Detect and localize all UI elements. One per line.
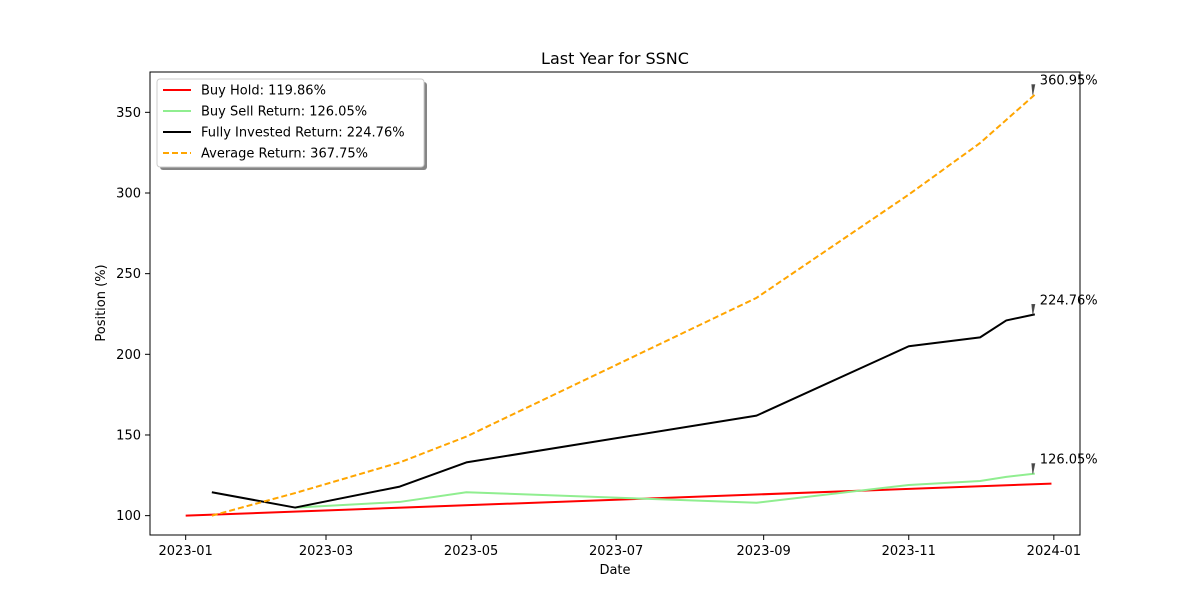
x-tick-label: 2023-09 — [736, 544, 790, 559]
legend-label: Buy Hold: 119.86% — [201, 84, 326, 99]
annotation-arrow — [1031, 303, 1036, 315]
x-tick-label: 2023-01 — [159, 544, 213, 559]
series-line-buy-sell-return — [295, 472, 1035, 509]
x-axis-title: Date — [599, 563, 630, 578]
annotation-label: 224.76% — [1040, 293, 1098, 308]
plot-frame — [149, 71, 1081, 536]
legend-label: Average Return: 367.75% — [201, 147, 368, 162]
series-line-buy-hold — [185, 482, 1052, 517]
x-tick-label: 2023-07 — [589, 544, 643, 559]
legend-box — [156, 78, 425, 168]
series-layer — [185, 93, 1052, 517]
annotation-label: 126.05% — [1040, 453, 1098, 468]
legend-label: Buy Sell Return: 126.05% — [201, 105, 367, 120]
x-tick-label: 2023-03 — [299, 544, 353, 559]
x-tick-label: 2024-01 — [1027, 544, 1081, 559]
legend-label: Fully Invested Return: 224.76% — [201, 126, 405, 141]
y-tick-label: 100 — [116, 509, 141, 524]
y-tick-label: 350 — [116, 106, 141, 121]
annotation-arrow — [1031, 463, 1036, 474]
annotation-layer: 360.95% 224.76% 126.05% — [1031, 74, 1098, 474]
series-line-average-return — [211, 93, 1036, 517]
legend: Buy Hold: 119.86% Buy Sell Return: 126.05… — [156, 78, 427, 170]
chart-title: Last Year for SSNC — [541, 49, 689, 68]
x-axis-ticks: 2023-01 2023-03 2023-05 2023-07 2023-09 2023-… — [159, 535, 1081, 559]
y-tick-label: 300 — [116, 186, 141, 201]
y-tick-label: 250 — [116, 267, 141, 282]
y-tick-label: 200 — [116, 348, 141, 363]
annotation-label: 360.95% — [1040, 74, 1098, 89]
y-tick-label: 150 — [116, 428, 141, 443]
series-line-fully-invested-return — [211, 313, 1036, 509]
annotation-arrow — [1031, 84, 1036, 95]
x-tick-label: 2023-05 — [444, 544, 498, 559]
y-axis-title: Position (%) — [94, 264, 109, 341]
x-tick-label: 2023-11 — [882, 544, 936, 559]
y-axis-ticks: 100 150 200 250 300 350 — [116, 106, 150, 524]
